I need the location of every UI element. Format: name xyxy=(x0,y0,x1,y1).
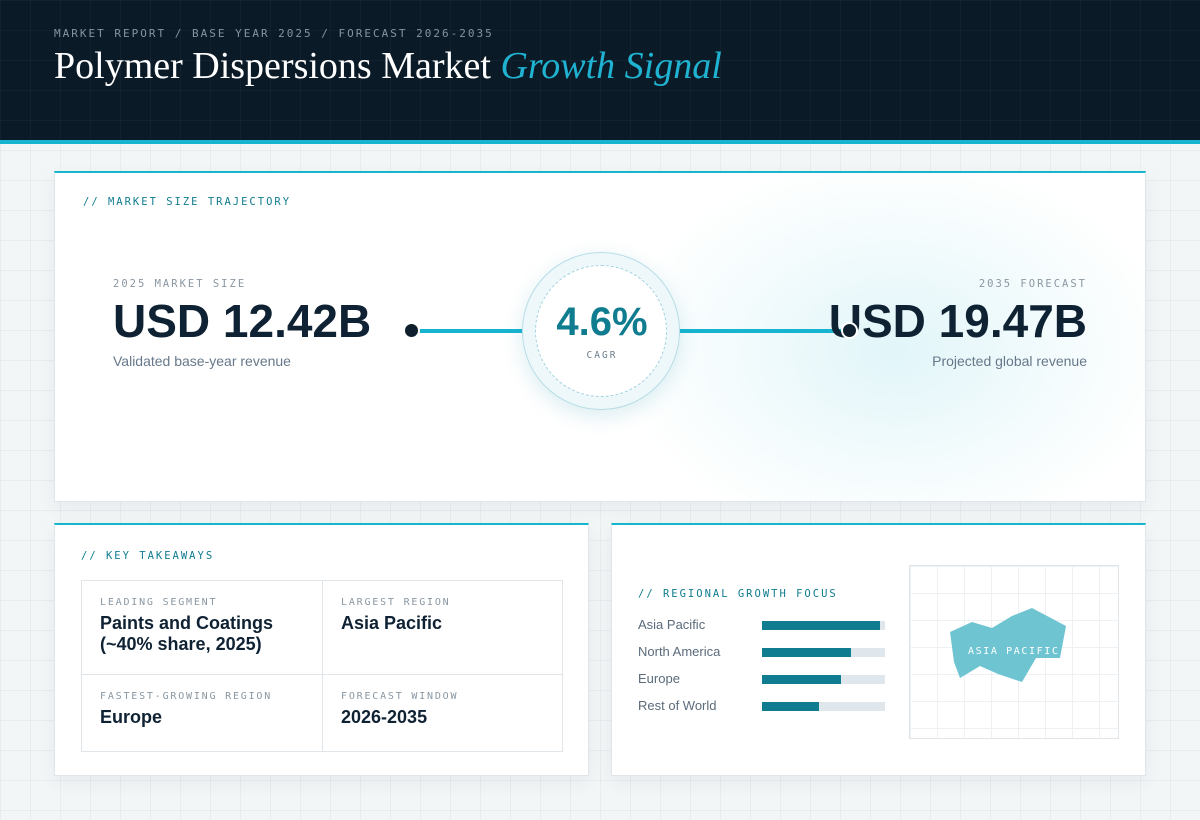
forecast-glow xyxy=(615,173,1145,501)
region-name: Europe xyxy=(638,671,680,686)
takeaway-value: 2026-2035 xyxy=(341,707,428,727)
page-header: MARKET REPORT / BASE YEAR 2025 / FORECAS… xyxy=(0,0,1200,144)
takeaway-label: LARGEST REGION xyxy=(341,597,451,608)
region-row: Europe xyxy=(638,669,888,689)
takeaway-fastest-growing-region: FASTEST-GROWING REGION Europe xyxy=(82,674,322,751)
takeaway-label: FORECAST WINDOW xyxy=(341,691,459,702)
base-year-value: USD 12.42B xyxy=(113,295,372,347)
cagr-value: 4.6% xyxy=(556,300,648,344)
base-year-marker xyxy=(403,322,420,339)
takeaway-value: Europe xyxy=(100,707,163,727)
market-size-trajectory-card: // MARKET SIZE TRAJECTORY 2025 MARKET SI… xyxy=(54,171,1146,502)
regional-section-label: // REGIONAL GROWTH FOCUS xyxy=(638,588,838,600)
page-title: Polymer Dispersions Market Growth Signal xyxy=(54,44,722,88)
region-bar-track xyxy=(762,621,885,630)
region-row: Rest of World xyxy=(638,696,888,716)
region-bar-fill xyxy=(762,702,819,711)
title-accent: Growth Signal xyxy=(500,45,722,87)
title-main: Polymer Dispersions Market xyxy=(54,45,491,87)
forecast-caption: Projected global revenue xyxy=(932,353,1087,369)
regional-growth-card: // REGIONAL GROWTH FOCUS Asia Pacific No… xyxy=(611,523,1146,776)
cagr-badge: 4.6% CAGR xyxy=(522,252,680,410)
region-name: Rest of World xyxy=(638,698,717,713)
key-takeaways-card: // KEY TAKEAWAYS LEADING SEGMENT Paints … xyxy=(54,523,589,776)
map-region-label: ASIA PACIFIC xyxy=(968,646,1060,657)
takeaway-leading-segment: LEADING SEGMENT Paints and Coatings (~40… xyxy=(82,581,322,674)
region-map: ASIA PACIFIC xyxy=(909,565,1119,739)
takeaway-label: FASTEST-GROWING REGION xyxy=(100,691,273,702)
forecast-marker xyxy=(841,322,858,339)
takeaway-value: Asia Pacific xyxy=(341,613,443,633)
takeaways-section-label: // KEY TAKEAWAYS xyxy=(81,550,215,562)
asia-pacific-map-icon xyxy=(950,608,1066,682)
takeaway-value: Paints and Coatings (~40% share, 2025) xyxy=(100,613,274,654)
trajectory-line-left xyxy=(414,329,534,333)
takeaway-label: LEADING SEGMENT xyxy=(100,597,218,608)
takeaway-largest-region: LARGEST REGION Asia Pacific xyxy=(322,581,562,674)
asia-pacific-shape xyxy=(950,608,1066,682)
takeaway-forecast-window: FORECAST WINDOW 2026-2035 xyxy=(322,674,562,751)
region-bar-fill xyxy=(762,675,841,684)
cagr-label: CAGR xyxy=(586,350,618,361)
region-bar-fill xyxy=(762,648,851,657)
forecast-label: 2035 FORECAST xyxy=(978,278,1087,290)
cagr-inner-ring: 4.6% CAGR xyxy=(535,265,667,397)
forecast-value: USD 19.47B xyxy=(828,295,1087,347)
region-name: Asia Pacific xyxy=(638,617,706,632)
report-breadcrumb: MARKET REPORT / BASE YEAR 2025 / FORECAS… xyxy=(54,27,494,40)
base-year-caption: Validated base-year revenue xyxy=(113,353,291,369)
region-bar-fill xyxy=(762,621,881,630)
base-year-label: 2025 MARKET SIZE xyxy=(113,278,247,290)
takeaways-grid: LEADING SEGMENT Paints and Coatings (~40… xyxy=(81,580,563,752)
trajectory-line-right xyxy=(667,329,847,333)
region-row: Asia Pacific xyxy=(638,615,888,635)
region-name: North America xyxy=(638,644,721,659)
region-row: North America xyxy=(638,642,888,662)
region-bar-track xyxy=(762,675,885,684)
trajectory-section-label: // MARKET SIZE TRAJECTORY xyxy=(83,196,292,208)
region-bar-track xyxy=(762,702,885,711)
region-bar-track xyxy=(762,648,885,657)
